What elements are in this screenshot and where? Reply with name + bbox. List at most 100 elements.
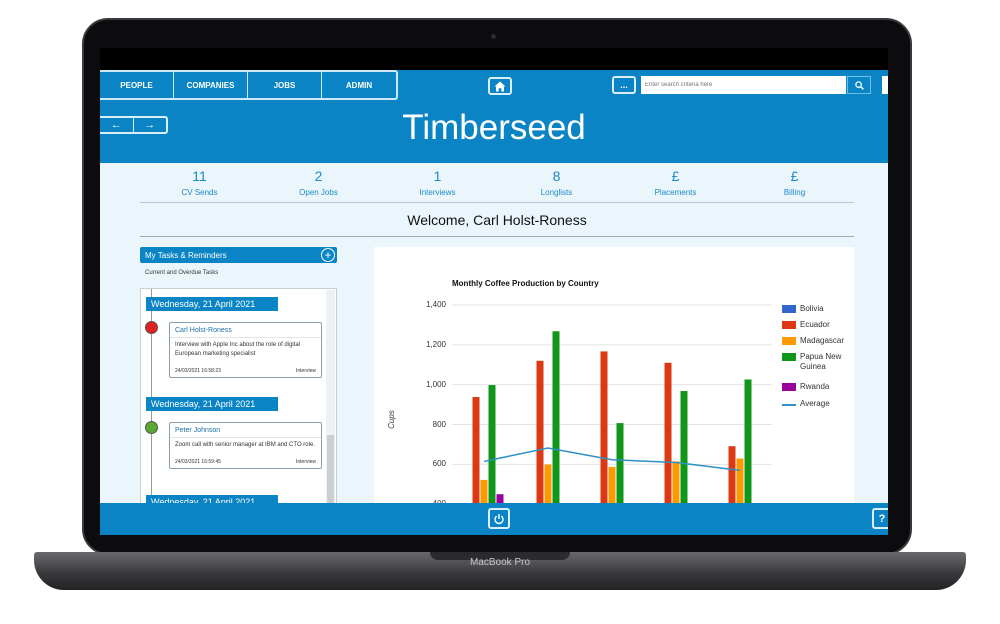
- nav-companies[interactable]: COMPANIES: [174, 72, 248, 98]
- task-footer: 24/03/2021 16:59:45 Interview: [170, 453, 321, 468]
- legend-swatch: [782, 404, 796, 406]
- power-button[interactable]: [488, 508, 510, 529]
- tasks-header-label: My Tasks & Reminders: [145, 250, 227, 260]
- bar-ecuador[interactable]: [600, 351, 608, 535]
- bar-ecuador[interactable]: [728, 446, 736, 535]
- task-type: Interview: [295, 368, 316, 374]
- stat-label: Longlists: [540, 188, 573, 197]
- y-tick-label: 1,200: [425, 339, 446, 349]
- back-button[interactable]: ←: [100, 118, 134, 132]
- legend-item[interactable]: Madagascar: [782, 336, 854, 346]
- stat-label: Billing: [783, 188, 806, 197]
- forward-button[interactable]: →: [134, 118, 167, 132]
- bar-papua-new-guinea[interactable]: [616, 423, 624, 535]
- tasks-subheader: Current and Overdue Tasks: [145, 270, 219, 276]
- stat-longlists[interactable]: 8 Longlists: [497, 163, 616, 202]
- chart-panel: Monthly Coffee Production by Country Cup…: [374, 247, 854, 535]
- bar-papua-new-guinea[interactable]: [744, 379, 752, 535]
- status-dot: [145, 321, 158, 334]
- task-card[interactable]: Carl Holst-Roness Interview with Apple I…: [169, 322, 322, 378]
- legend-item[interactable]: Rwanda: [782, 382, 854, 392]
- page-title: Timberseed: [402, 108, 586, 147]
- bar-madagascar[interactable]: [544, 464, 552, 535]
- more-options-button[interactable]: ...: [612, 76, 636, 94]
- legend-swatch: [782, 305, 796, 313]
- task-footer: 24/03/2021 16:58:23 Interview: [170, 362, 321, 377]
- legend-item[interactable]: Papua New Guinea: [782, 352, 854, 373]
- stat-value: 8: [552, 168, 561, 184]
- legend-label: Bolivia: [800, 304, 824, 313]
- task-description: Zoom call with senior manager at IBM and…: [175, 442, 315, 448]
- stat-interviews[interactable]: 1 Interviews: [378, 163, 497, 202]
- power-icon: [494, 513, 504, 524]
- bar-ecuador[interactable]: [664, 362, 672, 535]
- search-icon: [854, 80, 864, 90]
- home-button[interactable]: [488, 77, 512, 95]
- stats-bar: 11 CV Sends 2 Open Jobs 1 Interviews 8 L…: [140, 163, 854, 203]
- legend-item[interactable]: Bolivia: [782, 304, 854, 314]
- stat-open-jobs[interactable]: 2 Open Jobs: [259, 163, 378, 202]
- device-label: MacBook Pro: [469, 557, 531, 568]
- stat-value: 2: [314, 168, 323, 184]
- home-icon: [494, 81, 506, 91]
- add-task-button[interactable]: +: [321, 248, 335, 262]
- average-line[interactable]: [483, 447, 741, 472]
- nav-jobs[interactable]: JOBS: [248, 72, 322, 98]
- task-title[interactable]: Peter Johnson: [170, 423, 321, 438]
- history-nav: ← →: [100, 116, 168, 134]
- stat-billing[interactable]: £ Billing: [735, 163, 854, 202]
- legend-swatch: [782, 337, 796, 345]
- tasks-scrollbar[interactable]: [326, 290, 335, 534]
- scroll-thumb[interactable]: [327, 435, 334, 505]
- stat-label: Placements: [654, 188, 697, 197]
- legend-item[interactable]: Ecuador: [782, 320, 854, 330]
- stat-value: 1: [433, 168, 442, 184]
- footer-bar: ?: [100, 503, 888, 535]
- y-tick-label: 800: [432, 419, 446, 429]
- camera-icon: [491, 34, 496, 39]
- stat-cv-sends[interactable]: 11 CV Sends: [140, 163, 259, 202]
- main-nav: PEOPLE COMPANIES JOBS ADMIN: [100, 70, 398, 100]
- date-header: Wednesday, 21 April 2021: [146, 297, 278, 311]
- bar-madagascar[interactable]: [736, 458, 744, 535]
- arrow-left-icon: ←: [110, 119, 122, 131]
- task-title[interactable]: Carl Holst-Roness: [170, 323, 321, 338]
- stat-label: Open Jobs: [299, 188, 338, 197]
- task-timestamp: 24/03/2021 16:58:23: [175, 368, 221, 374]
- stat-placements[interactable]: £ Placements: [616, 163, 735, 202]
- chart-title: Monthly Coffee Production by Country: [452, 279, 599, 288]
- bar-ecuador[interactable]: [536, 360, 544, 535]
- legend-swatch: [782, 321, 796, 329]
- task-description: Interview with Apple Inc about the role …: [175, 342, 301, 357]
- stat-value: £: [671, 168, 680, 184]
- stat-value: £: [790, 168, 799, 184]
- date-header: Wednesday, 21 April 2021: [146, 397, 278, 411]
- bar-madagascar[interactable]: [672, 461, 680, 535]
- search-button[interactable]: [847, 76, 871, 94]
- bar-madagascar[interactable]: [608, 466, 616, 535]
- legend-label: Papua New Guinea: [800, 352, 842, 372]
- settings-edge-button[interactable]: [882, 76, 888, 94]
- legend-swatch: [782, 383, 796, 391]
- bar-ecuador[interactable]: [472, 397, 480, 535]
- legend-item[interactable]: Average: [782, 399, 854, 409]
- stat-value: 11: [192, 168, 207, 184]
- help-button[interactable]: ?: [872, 508, 888, 529]
- task-type: Interview: [295, 459, 316, 465]
- y-tick-label: 1,000: [425, 379, 446, 389]
- nav-people[interactable]: PEOPLE: [100, 72, 174, 98]
- timeline-line: [151, 289, 152, 534]
- y-tick-label: 600: [432, 459, 446, 469]
- tasks-list: Wednesday, 21 April 2021 Carl Holst-Rone…: [140, 288, 337, 535]
- welcome-message: Welcome, Carl Holst-Roness: [140, 204, 854, 237]
- search-input[interactable]: [641, 76, 846, 94]
- bar-papua-new-guinea[interactable]: [552, 331, 560, 535]
- legend-label: Madagascar: [800, 336, 845, 345]
- browser-strip: [100, 48, 888, 70]
- tasks-header: My Tasks & Reminders +: [140, 247, 337, 263]
- legend-label: Rwanda: [800, 382, 830, 391]
- stat-label: CV Sends: [181, 188, 218, 197]
- task-timestamp: 24/03/2021 16:59:45: [175, 459, 221, 465]
- nav-admin[interactable]: ADMIN: [345, 80, 373, 90]
- task-card[interactable]: Peter Johnson Zoom call with senior mana…: [169, 422, 322, 469]
